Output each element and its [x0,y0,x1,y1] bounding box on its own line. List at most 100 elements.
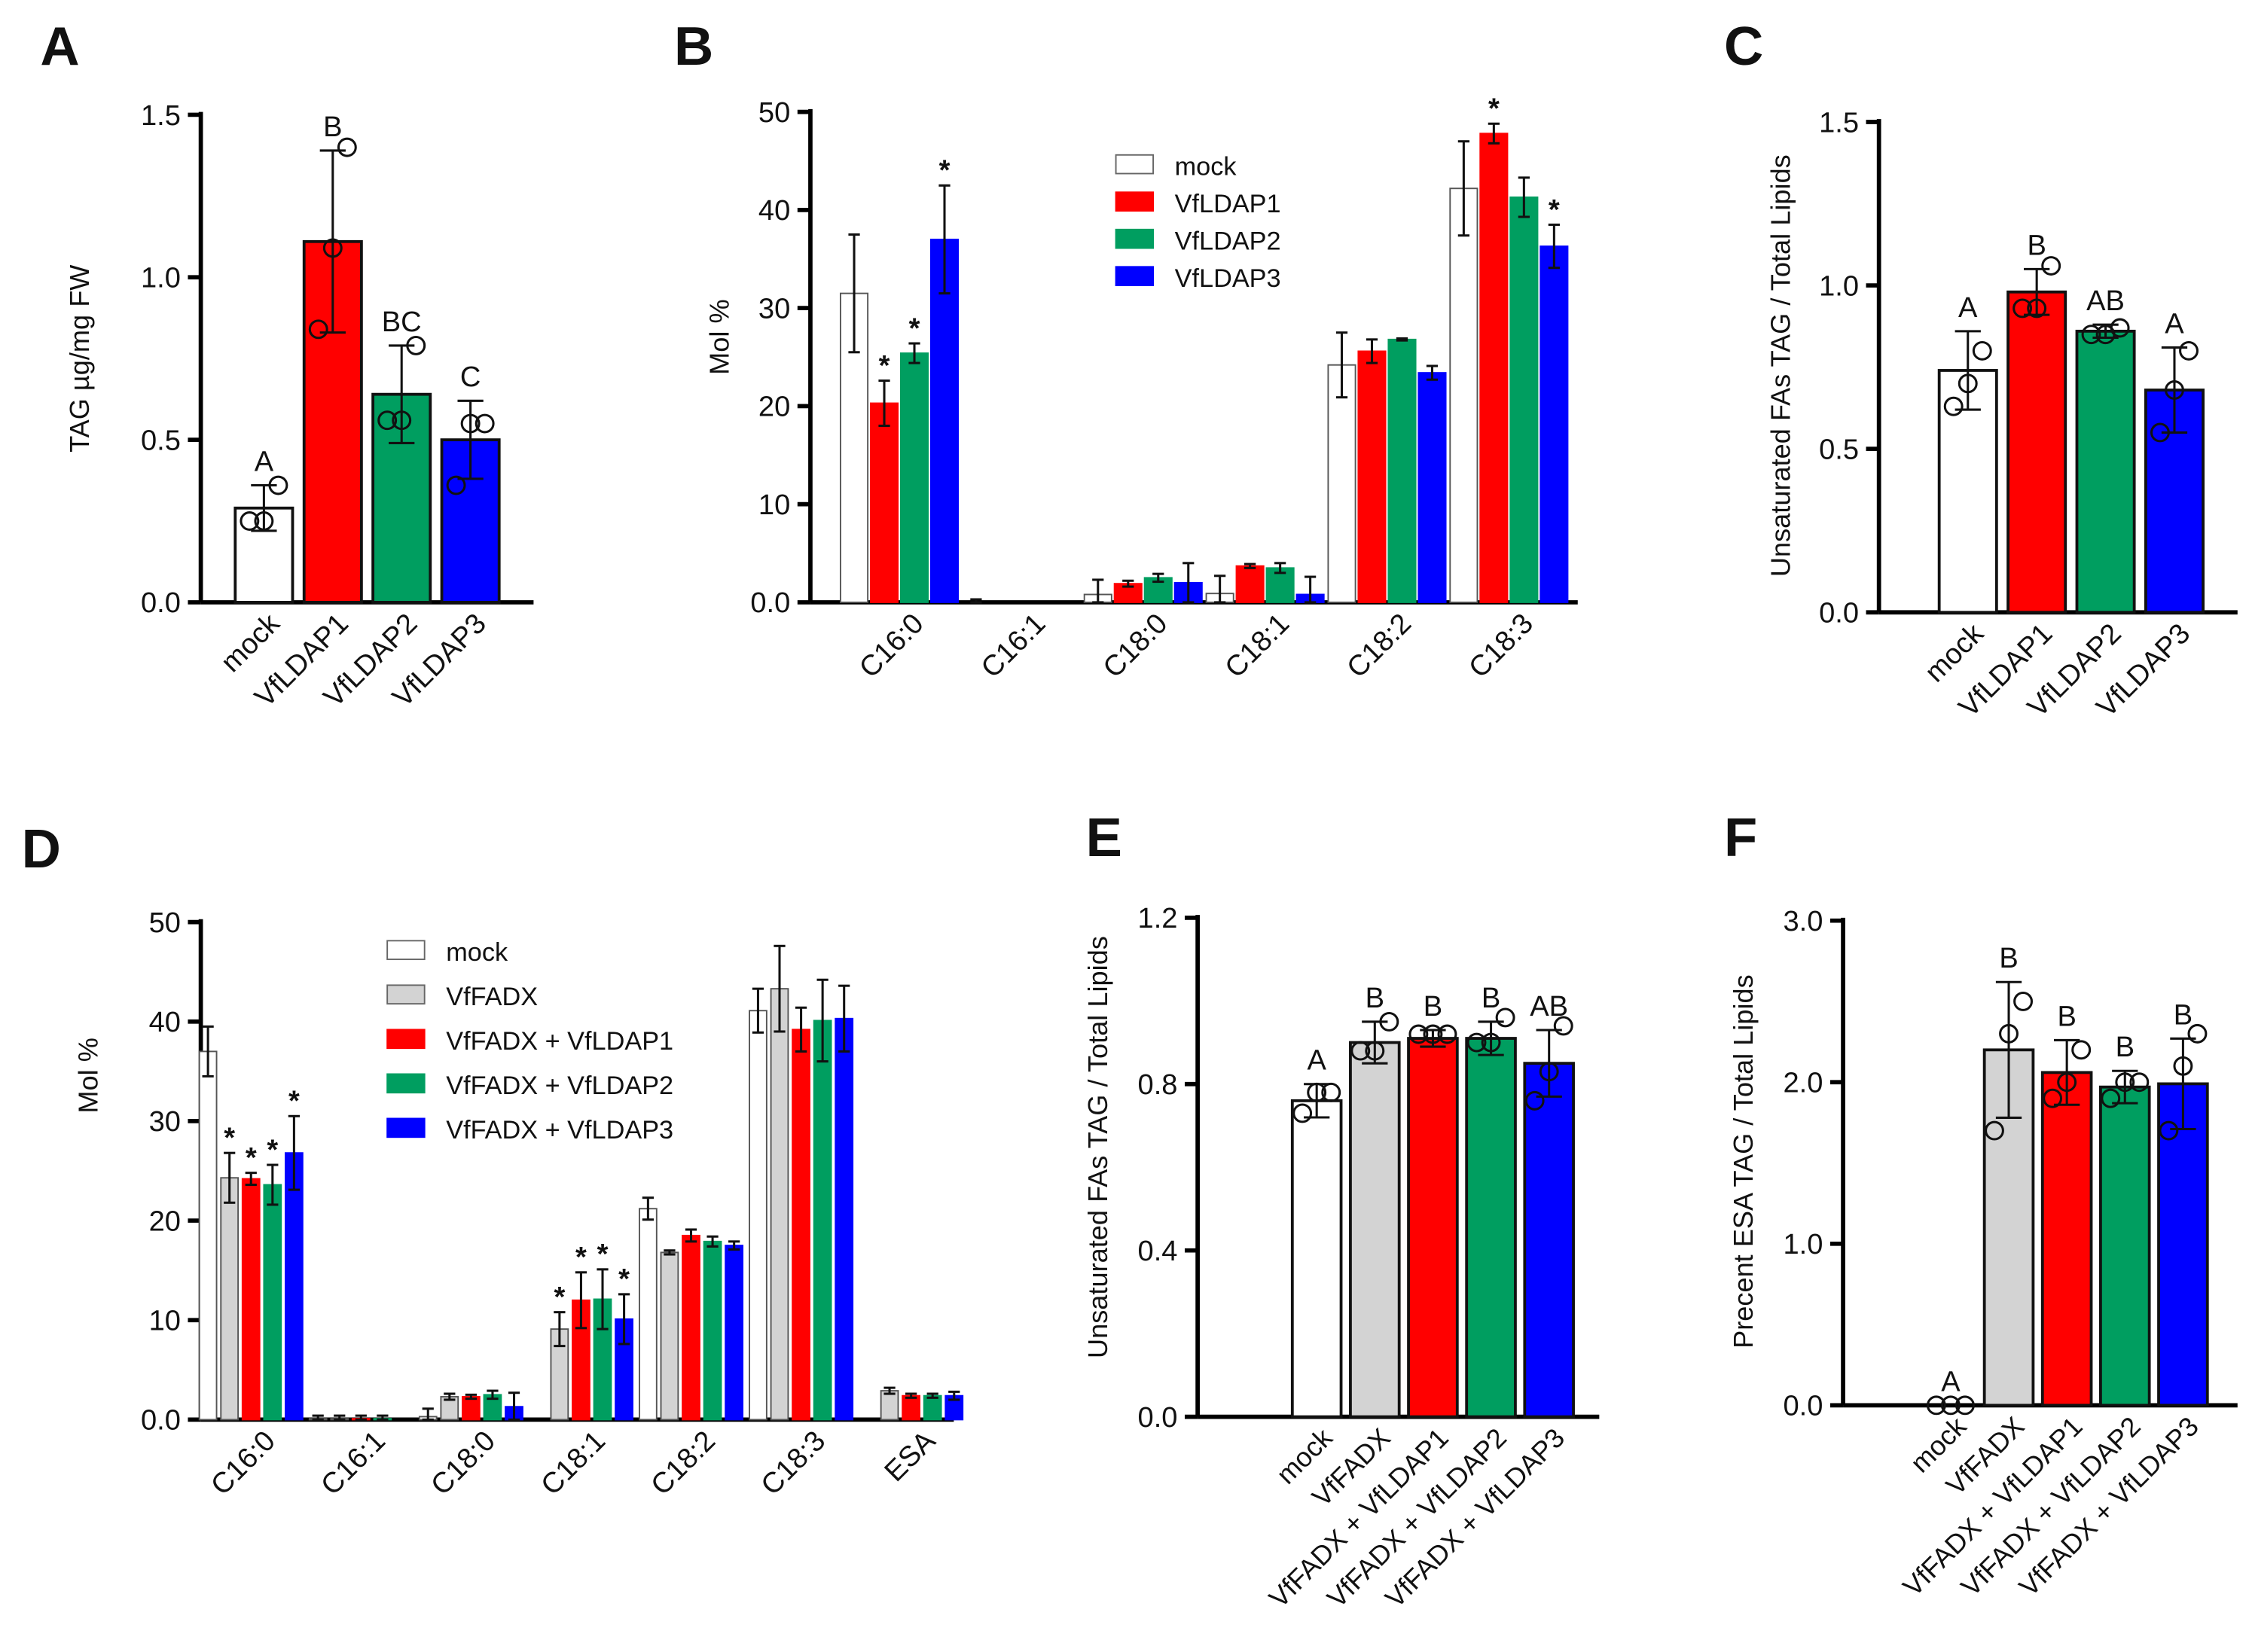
bar [1509,197,1539,603]
bar [725,1245,744,1421]
data-point [1495,1007,1515,1028]
y-tick-label: 0.0 [1819,598,1859,629]
data-point [254,511,274,531]
data-point [460,413,481,434]
y-axis-label: Unsaturated FAs TAG / Total Lipids [1765,154,1796,577]
legend-label: VfLDAP3 [1175,264,1281,293]
significance-letter: A [1941,1366,1961,1397]
bar [1357,350,1387,603]
bar [899,352,929,603]
data-point [1379,1011,1399,1032]
bar [2006,290,2067,614]
y-axis-label: Precent ESA TAG / Total Lipids [1728,974,1759,1349]
bar [241,1178,261,1421]
bar [371,392,432,604]
bar [1327,364,1356,603]
data-point [475,413,495,434]
y-tick-label: 30 [149,1106,181,1138]
x-tick-label: C16:0 [205,1425,282,1502]
data-point [1940,1395,1961,1416]
x-tick-label: C16:0 [853,608,930,684]
significance-letter: A [2165,309,2184,340]
panel-letter: F [1724,807,1757,868]
data-point [1466,1032,1487,1053]
bar [1417,372,1447,603]
bar [263,1184,282,1421]
data-point [1350,1041,1371,1061]
significance-letter: B [2027,230,2046,261]
x-tick-label: C18:0 [425,1425,502,1502]
y-axis-label: Unsaturated FAs TAG / Total Lipids [1082,936,1113,1358]
significance-letter: B [1482,983,1500,1014]
legend-label: VfLDAP1 [1175,190,1281,218]
x-tick-label: C18:3 [1463,608,1540,684]
significance-letter: B [2174,999,2193,1031]
y-tick-label: 0.0 [750,587,790,619]
bar [2157,1082,2209,1407]
data-point [2101,1088,2121,1108]
significance-letter: B [323,111,342,143]
y-tick-label: 20 [758,392,790,423]
legend-swatch [1115,228,1155,249]
legend-label: VfLDAP2 [1175,227,1281,255]
data-point [2043,1088,2063,1108]
significance-letter: B [1366,983,1384,1014]
legend-swatch [386,1073,426,1094]
bar [1387,338,1417,603]
significance-letter: AB [2086,285,2125,317]
data-point [2115,1072,2135,1093]
significance-star: * [879,350,890,382]
y-tick-label: 0.4 [1138,1236,1178,1267]
significance-star: * [597,1239,609,1270]
y-tick-label: 1.2 [1138,903,1178,934]
data-point [446,475,466,495]
x-tick-label: C18:1 [1219,608,1296,684]
y-axis-label: Mol % [72,1038,103,1114]
bar [462,1396,481,1421]
y-axis-label: TAG µg/mg FW [64,264,95,453]
data-point [1437,1024,1457,1044]
data-point [268,475,288,495]
bar [1479,133,1509,603]
data-point [308,319,328,340]
significance-letter: AB [1530,991,1568,1023]
bar [285,1152,304,1421]
y-tick-label: 50 [149,907,181,939]
bar [792,1029,810,1421]
x-tick-label: C18:2 [645,1425,722,1502]
y-tick-label: 50 [758,97,790,129]
data-point [1408,1024,1429,1044]
significance-star: * [618,1263,630,1295]
data-point [2150,422,2170,443]
data-point [2057,1072,2077,1093]
y-tick-label: 1.5 [1819,107,1859,139]
y-tick-label: 10 [149,1306,181,1337]
data-point [1365,1041,1385,1061]
data-point [1292,1103,1313,1123]
significance-letter: C [460,361,481,393]
data-point [2110,318,2130,338]
panel-B: B 0.0 10 20 30 40 50 Mol % * * * C16:0 C16:1 C18:0 C18… [674,16,1578,684]
data-point [1321,1082,1341,1102]
y-tick-label: 20 [149,1205,181,1237]
data-point [1985,1120,2004,1141]
data-point [2013,298,2033,319]
y-tick-label: 40 [758,195,790,227]
panel-letter: D [22,818,61,879]
bar [1449,187,1478,603]
bar [1540,245,1569,603]
data-point [1972,340,1992,361]
y-tick-label: 1.0 [141,263,181,294]
bar [813,1020,832,1421]
significance-letter: A [255,446,274,477]
data-point [240,511,260,531]
data-point [2081,325,2101,345]
y-tick-label: 3.0 [1783,906,1823,937]
bar [880,1390,899,1421]
bar [1235,565,1265,603]
bar [2040,1071,2093,1407]
y-tick-label: 1.5 [141,100,181,132]
bar [749,1010,767,1421]
data-point [377,410,398,431]
